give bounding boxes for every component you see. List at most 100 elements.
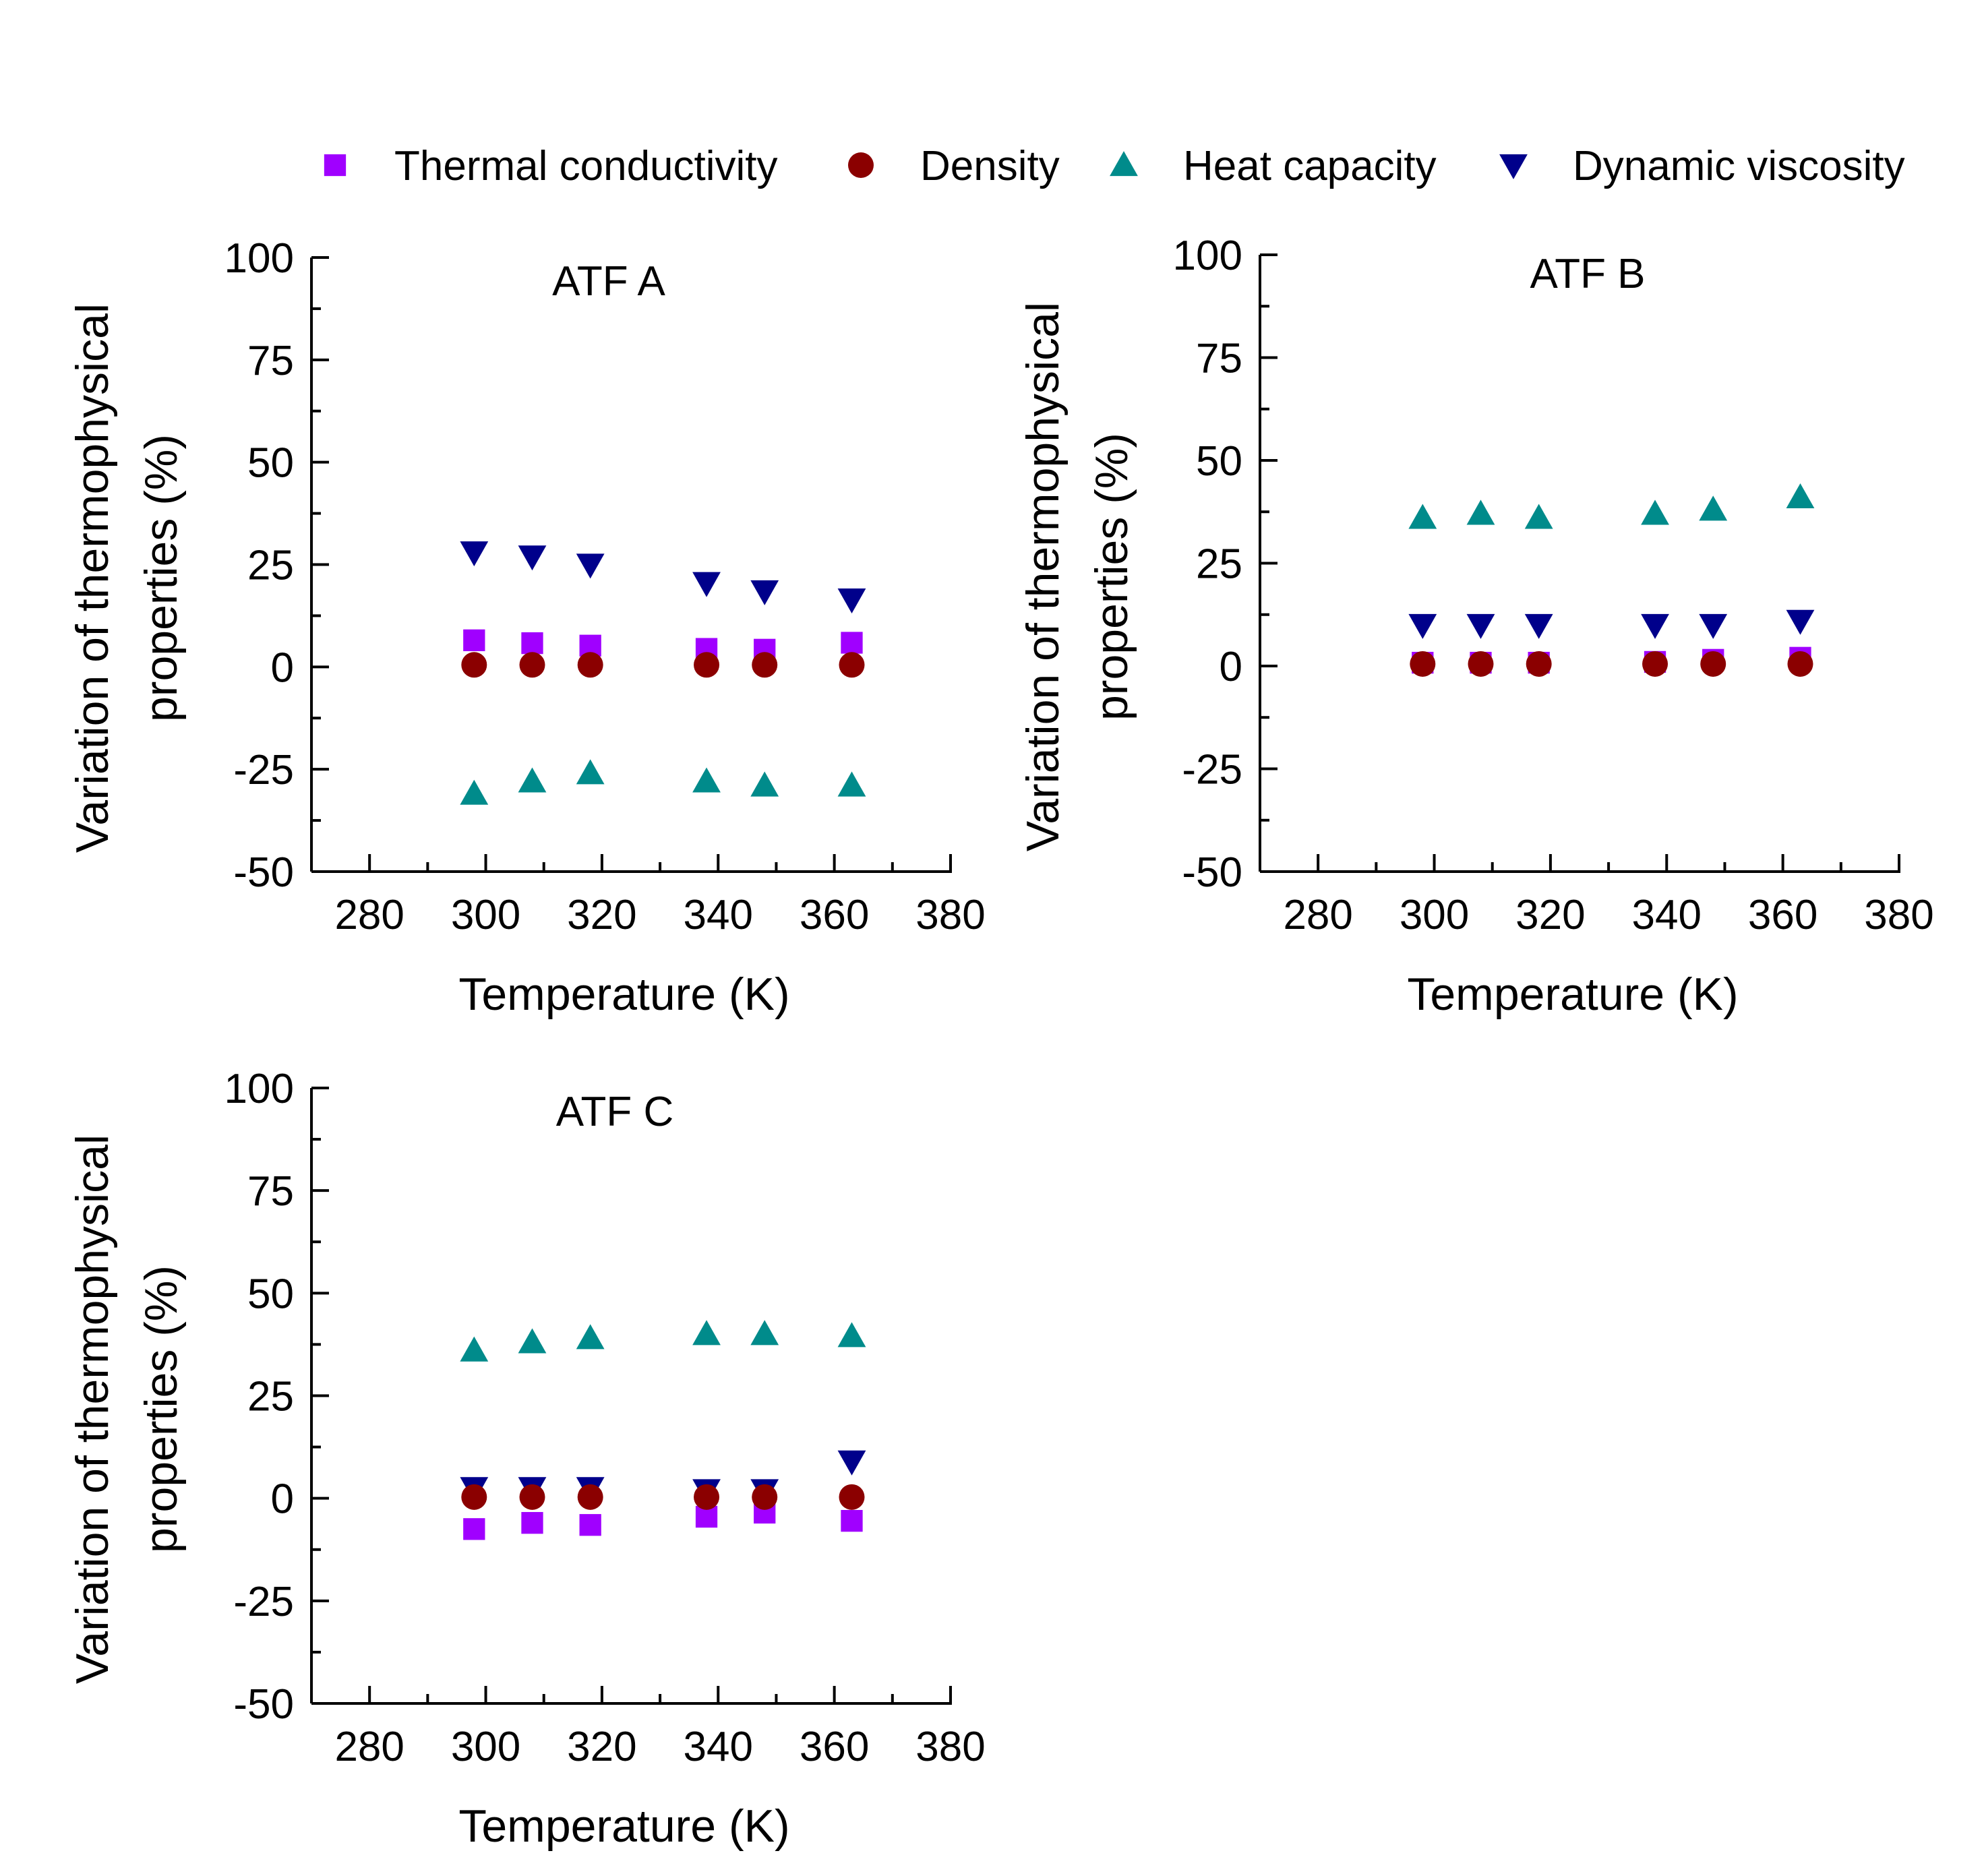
y-tick-label: 75 — [1196, 336, 1242, 382]
x-tick-label: 360 — [800, 892, 869, 938]
x-tick-label: 300 — [1400, 892, 1469, 938]
point-dynamic-viscosity — [750, 580, 779, 605]
point-heat-capacity — [1641, 500, 1669, 524]
point-density — [461, 1484, 487, 1510]
legend-label-thermal-conductivity: Thermal conductivity — [394, 143, 778, 189]
y-tick-label: -50 — [233, 849, 294, 896]
panel-title: ATF A — [552, 258, 665, 305]
y-tick-label: 50 — [247, 1271, 294, 1317]
point-density — [461, 652, 487, 677]
x-axis-title: Temperature (K) — [458, 969, 789, 1020]
y-axis-title-line-1: Variation of thermophysical — [1017, 302, 1069, 851]
panel-title: ATF C — [556, 1089, 674, 1135]
point-heat-capacity — [692, 1320, 721, 1345]
y-tick-label: 75 — [247, 1168, 294, 1215]
y-tick-label: 50 — [1196, 438, 1242, 485]
legend-label-density: Density — [920, 143, 1060, 189]
y-axis-title-line-2: properties (%) — [136, 1265, 187, 1553]
point-heat-capacity — [838, 772, 866, 797]
series-heat-capacity — [1408, 483, 1814, 529]
point-dynamic-viscosity — [1699, 614, 1727, 639]
x-tick-label: 340 — [1632, 892, 1702, 938]
point-density — [1787, 651, 1813, 677]
y-tick-label: 0 — [271, 644, 294, 691]
point-heat-capacity — [518, 767, 547, 792]
point-density — [1642, 651, 1668, 677]
point-density — [839, 652, 864, 677]
panels: -50 -25 0 25 50 75 100 280 300 320 340 360 380 ATF A T… — [67, 233, 1934, 1852]
y-tick-label: 0 — [1220, 644, 1242, 690]
legend-label-heat-capacity: Heat capacity — [1183, 143, 1437, 189]
y-tick-label: -50 — [233, 1681, 294, 1728]
point-dynamic-viscosity — [1467, 614, 1495, 639]
y-tick-label: -25 — [233, 747, 294, 793]
x-axis-title: Temperature (K) — [458, 1801, 789, 1852]
point-density — [519, 652, 545, 677]
point-heat-capacity — [1408, 504, 1437, 529]
x-tick-label: 320 — [567, 1724, 636, 1770]
point-thermal-conductivity — [841, 1510, 862, 1532]
x-tick-label: 380 — [915, 892, 985, 938]
y-axis-title-line-1: Variation of thermophysical — [67, 1134, 118, 1684]
point-heat-capacity — [750, 1320, 779, 1345]
point-heat-capacity — [1525, 504, 1553, 529]
point-dynamic-viscosity — [518, 545, 547, 570]
point-dynamic-viscosity — [1641, 614, 1669, 639]
point-density — [519, 1484, 545, 1510]
x-tick-label: 300 — [451, 892, 520, 938]
series-density — [461, 1484, 864, 1510]
point-density — [752, 1484, 777, 1510]
x-tick-label: 360 — [1748, 892, 1817, 938]
point-heat-capacity — [838, 1322, 866, 1347]
point-heat-capacity — [518, 1328, 547, 1353]
point-density — [1700, 651, 1726, 677]
x-tick-label: 340 — [684, 892, 753, 938]
x-tick-label: 280 — [334, 892, 404, 938]
series-heat-capacity — [460, 759, 866, 804]
y-tick-label: 100 — [224, 235, 294, 282]
point-thermal-conductivity — [463, 630, 485, 651]
y-axis-title-line-2: properties (%) — [1086, 433, 1137, 721]
point-heat-capacity — [576, 759, 605, 784]
legend-marker-dynamic-viscosity — [1499, 154, 1528, 179]
x-tick-label: 300 — [451, 1724, 520, 1770]
point-heat-capacity — [576, 1324, 605, 1349]
y-tick-label: -25 — [1182, 747, 1242, 793]
x-tick-label: 340 — [684, 1724, 753, 1770]
y-tick-label: 75 — [247, 338, 294, 384]
point-thermal-conductivity — [463, 1518, 485, 1540]
x-tick-label: 360 — [800, 1724, 869, 1770]
point-density — [752, 652, 777, 677]
point-density — [694, 652, 719, 677]
point-density — [578, 1484, 603, 1510]
point-heat-capacity — [460, 1337, 488, 1362]
legend-label-dynamic-viscosity: Dynamic viscosity — [1573, 143, 1905, 189]
x-tick-label: 280 — [1283, 892, 1352, 938]
point-heat-capacity — [1467, 500, 1495, 524]
y-tick-label: 100 — [1173, 233, 1242, 279]
point-thermal-conductivity — [521, 632, 543, 654]
point-heat-capacity — [1699, 495, 1727, 520]
series-density — [461, 652, 864, 677]
series-heat-capacity — [460, 1320, 866, 1361]
point-heat-capacity — [1786, 483, 1815, 508]
point-dynamic-viscosity — [576, 553, 605, 578]
x-tick-label: 380 — [1864, 892, 1933, 938]
panel-atf-c: -50 -25 0 25 50 75 100 280 300 320 340 360 380 ATF C T… — [67, 1066, 986, 1852]
panel-atf-b: -50 -25 0 25 50 75 100 280 300 320 340 360 380 ATF B T… — [1017, 233, 1934, 1020]
legend-marker-density — [848, 152, 874, 178]
point-heat-capacity — [460, 780, 488, 805]
legend: Thermal conductivity Density Heat capacity… — [324, 143, 1905, 189]
point-dynamic-viscosity — [692, 572, 721, 597]
point-heat-capacity — [692, 767, 721, 792]
y-axis-title-line-2: properties (%) — [136, 434, 187, 722]
x-tick-label: 320 — [1515, 892, 1585, 938]
x-tick-label: 320 — [567, 892, 636, 938]
y-tick-label: 50 — [247, 440, 294, 487]
point-density — [1468, 651, 1493, 677]
figure: Thermal conductivity Density Heat capacity… — [0, 0, 1984, 1876]
point-thermal-conductivity — [521, 1512, 543, 1534]
y-tick-label: 25 — [247, 543, 294, 589]
point-thermal-conductivity — [841, 632, 862, 653]
series-thermal-conductivity — [463, 1502, 862, 1540]
